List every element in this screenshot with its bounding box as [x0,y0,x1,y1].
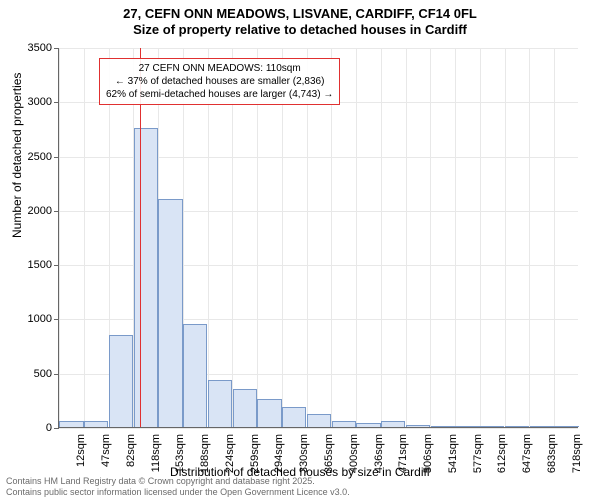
x-tick-label: 82sqm [125,434,137,467]
plot-area: 12sqm47sqm82sqm118sqm153sqm188sqm224sqm2… [58,48,578,428]
title-line-1: 27, CEFN ONN MEADOWS, LISVANE, CARDIFF, … [0,6,600,22]
y-tick-mark [54,428,59,429]
grid-line-vertical [480,48,481,427]
y-tick-mark [54,211,59,212]
annotation-line-2: ← 37% of detached houses are smaller (2,… [106,75,333,88]
grid-line-vertical [554,48,555,427]
footer-line-1: Contains HM Land Registry data © Crown c… [6,476,350,487]
chart-title-block: 27, CEFN ONN MEADOWS, LISVANE, CARDIFF, … [0,0,600,39]
histogram-bar [332,421,356,428]
histogram-bar [59,421,83,428]
y-tick-label: 0 [14,422,52,434]
y-tick-label: 1500 [14,259,52,271]
grid-line-vertical [455,48,456,427]
grid-line [59,48,578,49]
histogram-bar [406,425,430,427]
y-tick-label: 500 [14,368,52,380]
histogram-bar [356,423,380,427]
histogram-bar [554,426,578,427]
y-tick-label: 1000 [14,313,52,325]
x-tick-label: 12sqm [75,434,87,467]
grid-line-vertical [505,48,506,427]
histogram-bar [480,426,504,427]
y-tick-label: 2000 [14,205,52,217]
y-tick-label: 3000 [14,96,52,108]
y-tick-mark [54,319,59,320]
grid-line-vertical [84,48,85,427]
grid-line [59,428,578,429]
y-tick-label: 2500 [14,151,52,163]
annotation-box: 27 CEFN ONN MEADOWS: 110sqm ← 37% of det… [99,58,340,105]
histogram-bar [307,414,331,427]
histogram-bar [84,421,108,428]
y-tick-label: 3500 [14,42,52,54]
histogram-bar [431,426,455,427]
footer-line-2: Contains public sector information licen… [6,487,350,498]
y-tick-mark [54,374,59,375]
y-tick-mark [54,102,59,103]
footer: Contains HM Land Registry data © Crown c… [6,476,350,498]
grid-line-vertical [356,48,357,427]
grid-line-vertical [59,48,60,427]
chart-area: 12sqm47sqm82sqm118sqm153sqm188sqm224sqm2… [58,48,578,428]
grid-line-vertical [406,48,407,427]
histogram-bar [158,199,182,427]
histogram-bar [183,324,207,427]
grid-line-vertical [529,48,530,427]
histogram-bar [455,426,479,427]
histogram-bar [530,426,554,427]
y-tick-mark [54,265,59,266]
histogram-bar [109,335,133,427]
histogram-bar [233,389,257,427]
annotation-line-3: 62% of semi-detached houses are larger (… [106,88,333,101]
histogram-bar [208,380,232,427]
grid-line-vertical [430,48,431,427]
histogram-bar [282,407,306,427]
title-line-2: Size of property relative to detached ho… [0,22,600,38]
histogram-bar [505,426,529,427]
histogram-bar [134,128,158,427]
y-tick-mark [54,157,59,158]
histogram-bar [381,421,405,428]
y-tick-mark [54,48,59,49]
x-tick-label: 47sqm [100,434,112,467]
grid-line-vertical [381,48,382,427]
annotation-line-1: 27 CEFN ONN MEADOWS: 110sqm [106,62,333,75]
histogram-bar [257,399,281,427]
